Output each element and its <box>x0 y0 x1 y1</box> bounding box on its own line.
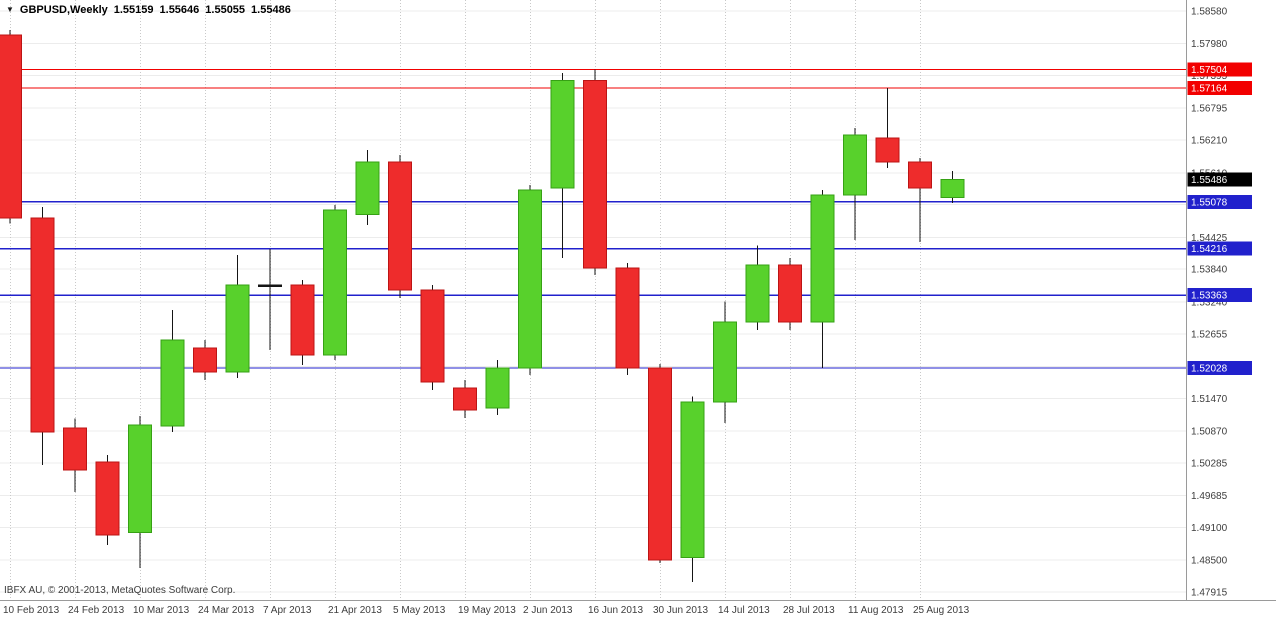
candle-bullish <box>810 194 835 323</box>
chart-title-symbol: GBPUSD,Weekly <box>19 4 108 16</box>
time-axis-label: 24 Mar 2013 <box>198 605 255 616</box>
candle-bullish <box>323 209 347 356</box>
price-level-badge <box>1187 62 1252 77</box>
time-axis-label: 2 Jun 2013 <box>523 605 573 616</box>
time-axis-label: 10 Mar 2013 <box>133 605 190 616</box>
price-axis-label: 1.58580 <box>1191 7 1228 18</box>
copyright-text: IBFX AU, © 2001-2013, MetaQuotes Softwar… <box>4 585 236 596</box>
current-price-badge <box>1187 172 1252 187</box>
ohlc-open: 1.55159 <box>113 4 154 16</box>
candle-bearish <box>648 367 672 561</box>
price-axis-label: 1.47915 <box>1191 588 1228 599</box>
price-badge-label: 1.55078 <box>1191 197 1228 208</box>
price-badge-label: 1.57504 <box>1191 65 1228 76</box>
candle-bearish <box>453 387 477 411</box>
candle-bullish <box>550 80 575 189</box>
price-axis-label: 1.56795 <box>1191 104 1228 115</box>
candle-bullish <box>485 367 510 409</box>
time-axis-label: 21 Apr 2013 <box>328 605 382 616</box>
candle-bullish <box>713 321 737 403</box>
price-badge-label: 1.54216 <box>1191 244 1228 255</box>
time-axis-label: 10 Feb 2013 <box>3 605 60 616</box>
candle-bullish <box>940 179 965 198</box>
price-axis-label: 1.50870 <box>1191 427 1228 438</box>
time-axis-label: 30 Jun 2013 <box>653 605 708 616</box>
price-axis-label: 1.49100 <box>1191 523 1228 534</box>
candle-bullish <box>355 161 380 216</box>
price-level-badge <box>1187 194 1252 209</box>
candle-bearish <box>193 347 217 373</box>
time-axis-label: 5 May 2013 <box>393 605 446 616</box>
ohlc-close: 1.55486 <box>251 4 291 16</box>
candle-bearish <box>908 161 932 189</box>
price-axis-label: 1.56210 <box>1191 136 1228 147</box>
candle-bearish <box>290 284 315 356</box>
candle-bearish <box>95 461 120 536</box>
price-badge-label: 1.53363 <box>1191 291 1228 302</box>
time-axis-label: 16 Jun 2013 <box>588 605 643 616</box>
candle-bullish <box>518 189 542 369</box>
candle-bearish <box>875 137 900 163</box>
price-level-badge <box>1187 81 1252 96</box>
chart-dropdown-icon[interactable]: ▼ <box>6 5 14 14</box>
time-axis-label: 25 Aug 2013 <box>913 605 970 616</box>
candle-bullish <box>843 134 867 196</box>
candle-bearish <box>0 34 22 219</box>
price-axis-label: 1.50285 <box>1191 458 1228 469</box>
candle-bullish <box>680 401 705 558</box>
chart-header: ▼ GBPUSD,Weekly 1.55159 1.55646 1.55055 … <box>6 4 291 16</box>
price-axis-label: 1.48500 <box>1191 556 1228 567</box>
time-axis-label: 24 Feb 2013 <box>68 605 125 616</box>
candle-bearish <box>583 80 607 269</box>
time-axis-label: 14 Jul 2013 <box>718 605 770 616</box>
candle-doji <box>258 284 282 287</box>
candle-bearish <box>388 161 412 291</box>
candle-bullish <box>225 284 250 373</box>
candle-bullish <box>160 339 185 427</box>
price-axis-label: 1.49685 <box>1191 491 1228 502</box>
candle-bearish <box>615 267 640 369</box>
candle-bearish <box>778 264 802 323</box>
candle-bearish <box>63 427 87 471</box>
price-axis-label: 1.54425 <box>1191 233 1228 244</box>
price-badge-label: 1.52028 <box>1191 363 1228 374</box>
price-axis-label: 1.53840 <box>1191 265 1228 276</box>
time-axis-label: 28 Jul 2013 <box>783 605 835 616</box>
time-axis-label: 7 Apr 2013 <box>263 605 312 616</box>
price-level-badge <box>1187 241 1252 256</box>
price-level-badge <box>1187 288 1252 303</box>
candle-bullish <box>745 264 770 323</box>
time-axis-label: 19 May 2013 <box>458 605 516 616</box>
time-axis-label: 11 Aug 2013 <box>848 605 904 616</box>
candle-bullish <box>128 424 152 533</box>
candle-bearish <box>30 217 55 433</box>
ohlc-low: 1.55055 <box>205 4 246 16</box>
candle-bearish <box>420 289 445 383</box>
price-axis-label: 1.52655 <box>1191 329 1228 340</box>
price-axis-label: 1.57980 <box>1191 39 1228 50</box>
price-badge-label: 1.57164 <box>1191 84 1228 95</box>
price-axis-label: 1.51470 <box>1191 394 1228 405</box>
ohlc-high: 1.55646 <box>159 4 200 16</box>
price-level-badge <box>1187 360 1252 375</box>
price-badge-label: 1.55486 <box>1191 175 1228 186</box>
price-axis-label: 1.53240 <box>1191 297 1228 308</box>
